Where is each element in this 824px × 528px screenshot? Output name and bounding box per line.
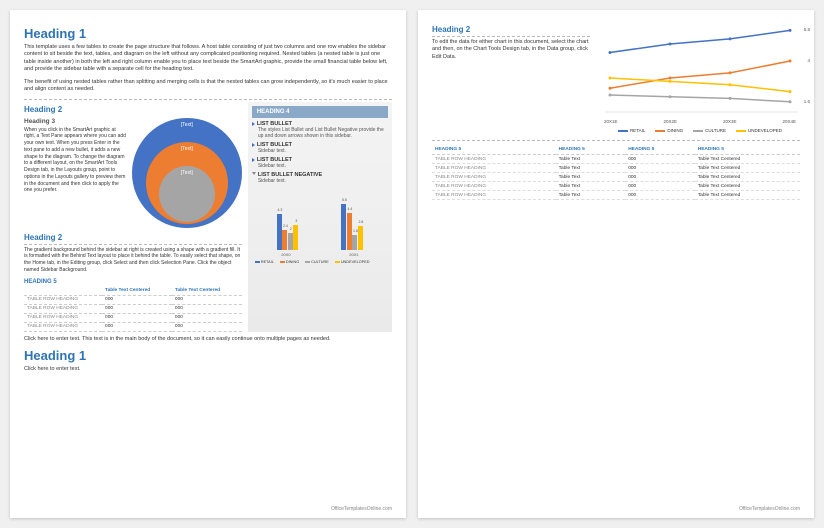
page-1: Heading 1 This template uses a few table…: [10, 10, 406, 518]
list-sub-neg: Sidebar text.: [258, 178, 388, 184]
divider-p2: [432, 140, 800, 141]
click-here: Click here to enter text.: [24, 366, 392, 373]
heading-1: Heading 1: [24, 26, 392, 41]
heading-2a: Heading 2: [24, 105, 242, 114]
line-svg: [600, 22, 800, 117]
heading-1b: Heading 1: [24, 348, 392, 363]
divider: [24, 99, 392, 100]
footer-2: OfficeTemplatesOnline.com: [739, 506, 800, 512]
bar-axis: 20X020X1: [252, 252, 388, 257]
sidebar-heading: HEADING 4: [252, 106, 388, 118]
intro-para-2: The benefit of using nested tables rathe…: [24, 79, 392, 94]
list-sub-3: Sidebar text.: [258, 163, 388, 169]
intro-para: This template uses a few tables to creat…: [24, 44, 392, 74]
wide-table: HEADING 5HEADING 5HEADING 5HEADING 5TABL…: [432, 145, 800, 200]
two-column-layout: Heading 2 Heading 3 When you click in th…: [24, 102, 392, 332]
page2-left: Heading 2 To edit the data for either ch…: [432, 22, 590, 132]
line-chart[interactable]: 5.841.6 20X1E20X2E20X3E20X4E RETAILDININ…: [600, 22, 800, 132]
small-table: Table Text CenteredTable Text CenteredTA…: [24, 287, 242, 332]
smartart-circle-3: [Text]: [159, 166, 215, 222]
heading-2b: Heading 2: [24, 233, 242, 245]
heading-5: HEADING 5: [24, 279, 242, 285]
body-text: Click here to enter text. This text is i…: [24, 336, 392, 343]
p2-heading-2: Heading 2: [432, 25, 590, 37]
sidebar: HEADING 4 LIST BULLET The styles List Bu…: [248, 102, 392, 332]
page-2: Heading 2 To edit the data for either ch…: [418, 10, 814, 518]
smartart-diagram[interactable]: [Text] [Text] [Text]: [132, 118, 242, 228]
list-sub-2: Sidebar text.: [258, 148, 388, 154]
line-axis: 20X1E20X2E20X3E20X4E: [600, 119, 800, 124]
gradient-para: The gradient background behind the sideb…: [24, 247, 242, 274]
bar-legend: RETAILDININGCULTUREUNDEVELOPED: [252, 260, 388, 264]
p2-para: To edit the data for either chart in thi…: [432, 39, 590, 61]
left-column: Heading 2 Heading 3 When you click in th…: [24, 102, 242, 332]
smartart-para: When you click in the SmartArt graphic a…: [24, 127, 128, 195]
heading-3: Heading 3: [24, 118, 128, 125]
sidebar-bar-chart[interactable]: 4.32.4235.54.41.82.8: [252, 190, 388, 250]
page2-top: Heading 2 To edit the data for either ch…: [432, 22, 800, 132]
list-sub-1: The styles List Bullet and List Bullet N…: [258, 127, 388, 139]
line-legend: RETAILDININGCULTUREUNDEVELOPED: [600, 128, 800, 133]
footer-1: OfficeTemplatesOnline.com: [331, 506, 392, 512]
